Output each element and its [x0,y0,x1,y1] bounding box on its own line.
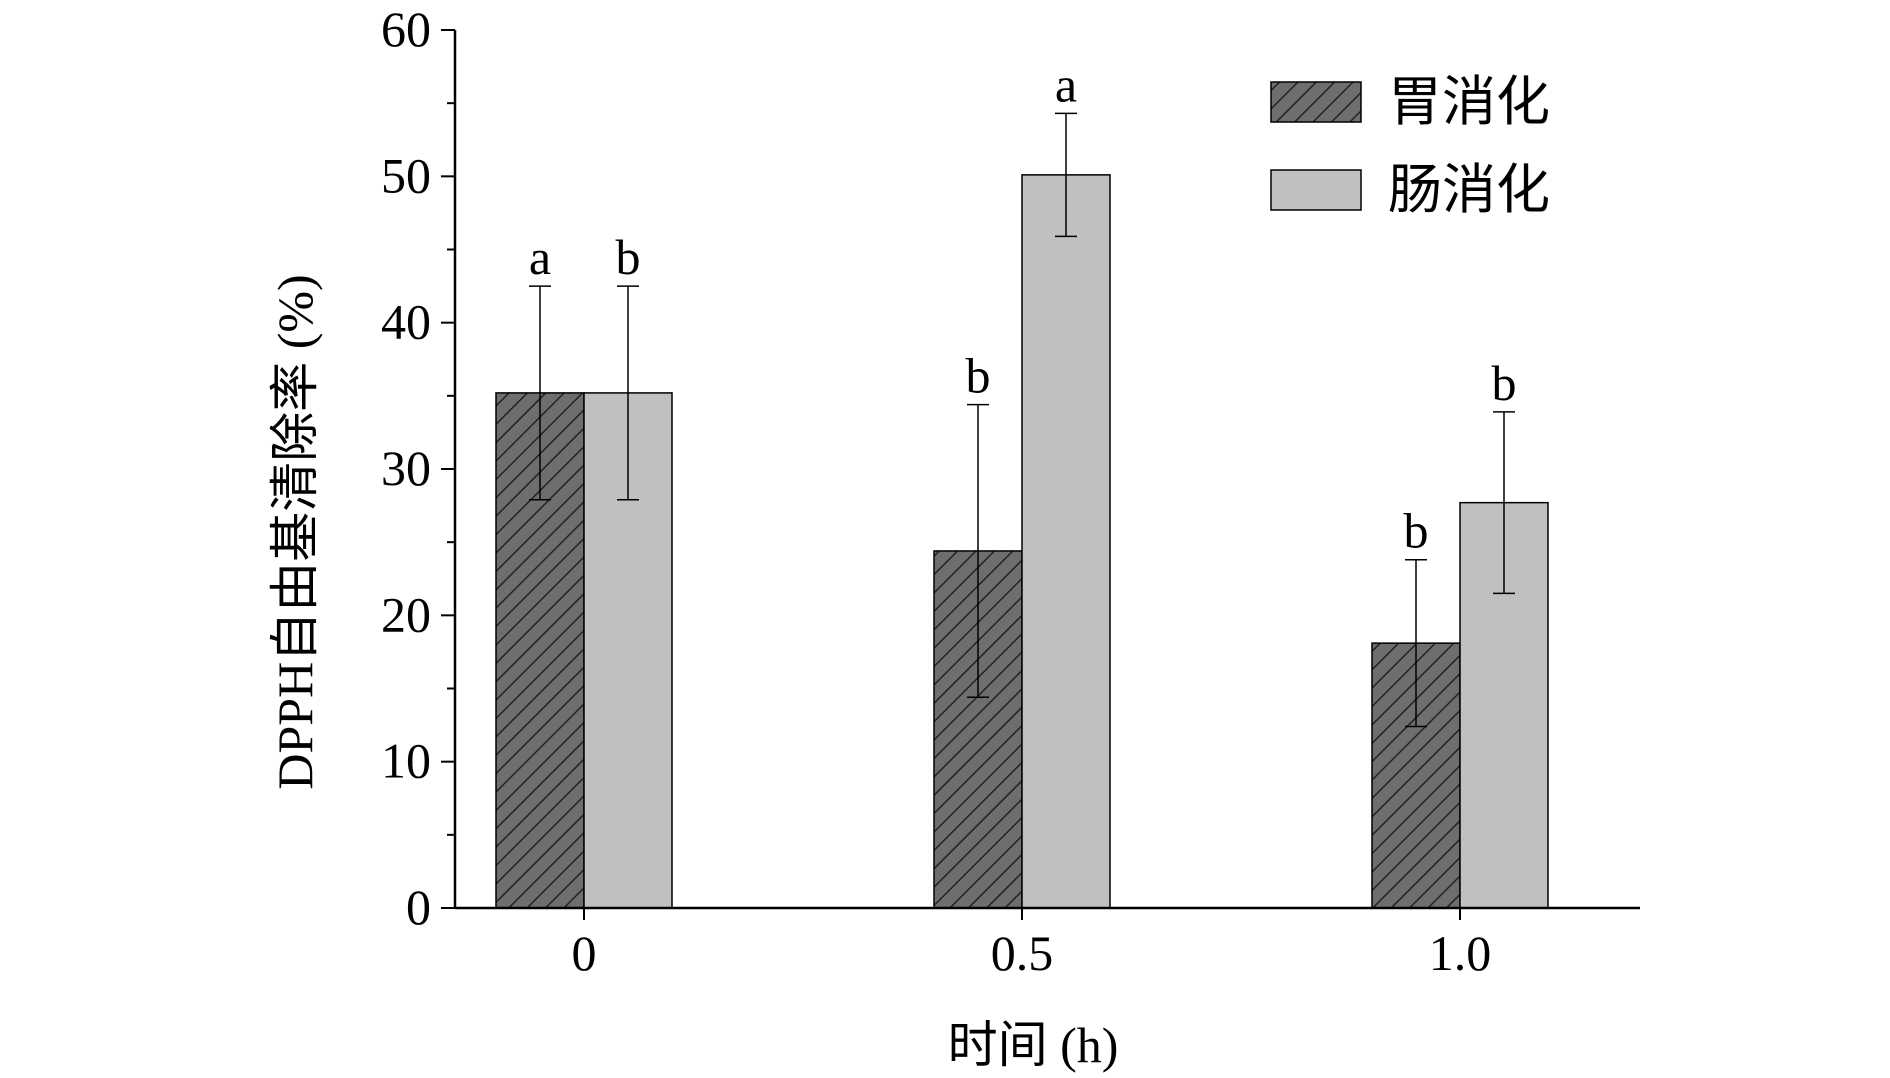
y-tick-label: 30 [381,440,431,496]
x-tick-label: 0 [572,925,597,981]
y-tick-label: 40 [381,294,431,350]
y-tick-label: 20 [381,586,431,642]
legend-label-gastric: 胃消化 [1388,72,1550,132]
y-tick-label: 60 [381,1,431,57]
significance-label: a [1055,56,1077,112]
x-axis-label: 时间 (h) [948,1017,1119,1073]
bar [1021,174,1111,909]
legend-swatch-intestinal [1270,169,1362,211]
legend: 胃消化 肠消化 [1270,72,1550,220]
x-tick-label: 1.0 [1429,925,1492,981]
significance-label: a [529,229,551,285]
significance-label: b [616,229,641,285]
y-tick-label: 10 [381,733,431,789]
significance-label: b [1492,355,1517,411]
plot-area: a b b b a b [495,56,1549,909]
y-axis-label: DPPH自由基清除率 (%) [267,274,323,789]
significance-label: b [966,348,991,404]
legend-swatch-gastric [1270,81,1362,123]
axes: 0 10 20 30 40 50 60 0 0.5 1.0 [381,1,1640,981]
significance-label: b [1404,503,1429,559]
y-tick-label: 0 [406,879,431,935]
x-tick-label: 0.5 [991,925,1054,981]
y-tick-label: 50 [381,147,431,203]
legend-label-intestinal: 肠消化 [1388,160,1550,220]
